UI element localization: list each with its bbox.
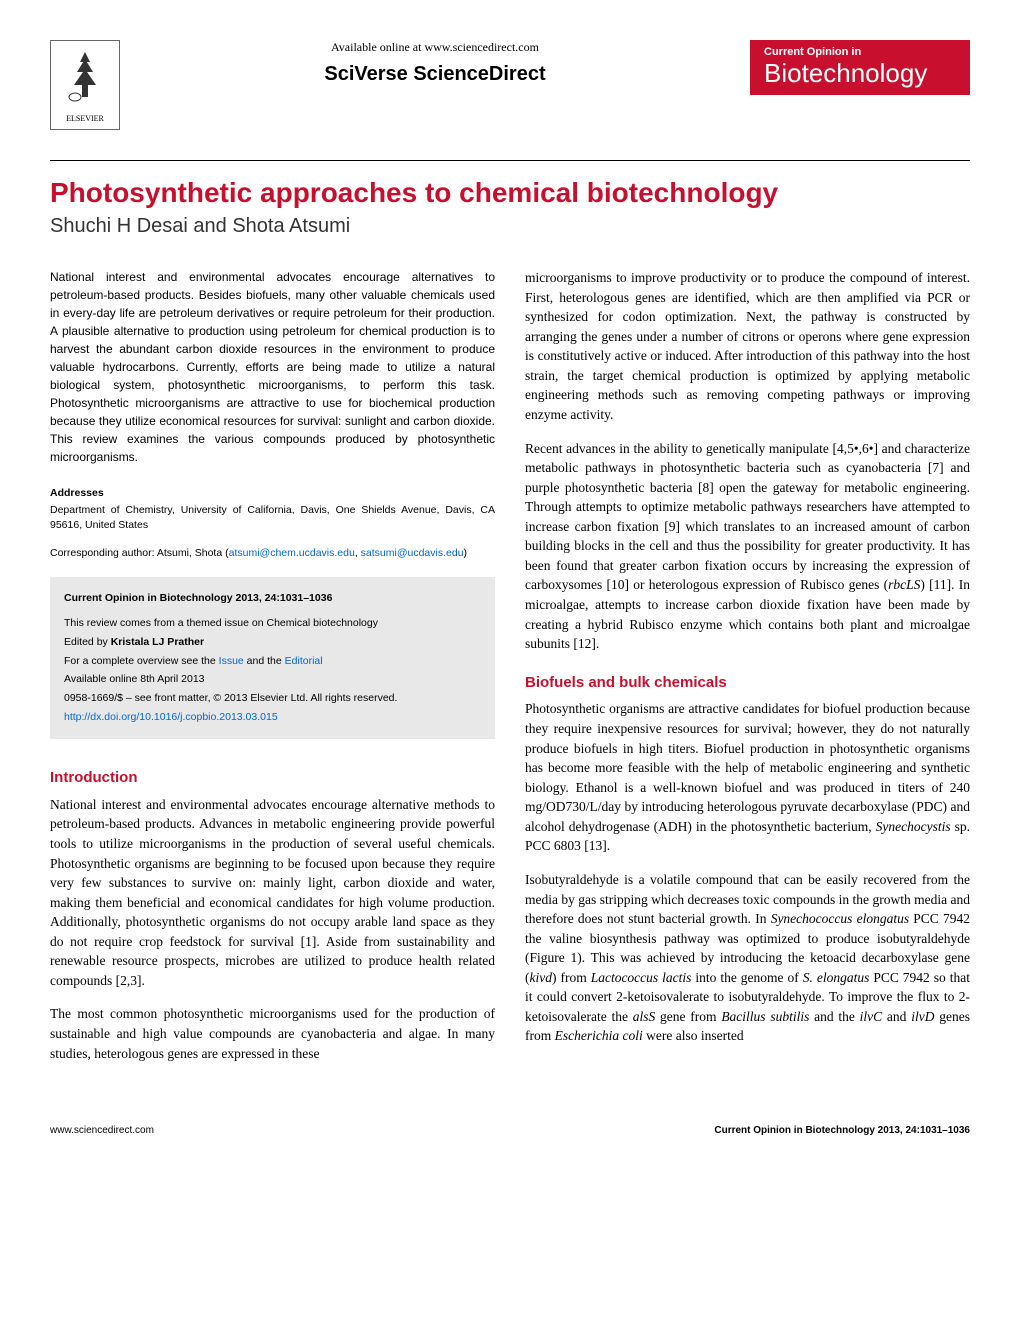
page-header: ELSEVIER Available online at www.science… (50, 40, 970, 130)
elsevier-tree-icon (60, 47, 110, 114)
intro-paragraph-2: The most common photosynthetic microorga… (50, 1004, 495, 1063)
corresponding-label: Corresponding author: Atsumi, Shota ( (50, 547, 229, 559)
col2-paragraph-1: microorganisms to improve productivity o… (525, 268, 970, 425)
footer-right: Current Opinion in Biotechnology 2013, 2… (714, 1125, 970, 1136)
infobox-citation-text: Current Opinion in Biotechnology 2013, 2… (64, 592, 332, 604)
section-heading-introduction: Introduction (50, 767, 495, 789)
infobox-issn-copyright: 0958-1669/$ – see front matter, © 2013 E… (64, 689, 481, 708)
gene-alsS: alsS (633, 1009, 656, 1024)
species-b-subtilis: Bacillus subtilis (721, 1009, 809, 1024)
available-online-text: Available online at www.sciencedirect.co… (140, 40, 730, 55)
footer-left: www.sciencedirect.com (50, 1125, 154, 1136)
species-s-elongatus-2: S. elongatus (803, 970, 870, 985)
sciverse-brand: SciVerse ScienceDirect (140, 63, 730, 86)
infobox-editor-name: Kristala LJ Prather (111, 636, 204, 648)
biofuels-p2-text-f: gene from (655, 1009, 721, 1024)
species-e-coli: Escherichia coli (555, 1028, 643, 1043)
gene-ilvC: ilvC (860, 1009, 883, 1024)
infobox-overview: For a complete overview see the Issue an… (64, 652, 481, 671)
gene-ilvD: ilvD (911, 1009, 934, 1024)
addresses-heading: Addresses (50, 486, 495, 501)
elsevier-label: ELSEVIER (66, 114, 104, 123)
infobox-overview-middle: and the (244, 655, 285, 667)
species-l-lactis: Lactococcus lactis (591, 970, 692, 985)
corresponding-close: ) (464, 547, 468, 559)
section-heading-biofuels: Biofuels and bulk chemicals (525, 672, 970, 694)
gene-kivd: kivd (530, 970, 553, 985)
footer-right-text: Current Opinion in Biotechnology 2013, 2… (714, 1125, 970, 1136)
infobox-available-date: Available online 8th April 2013 (64, 670, 481, 689)
title-block: Photosynthetic approaches to chemical bi… (50, 160, 970, 238)
journal-badge-top: Current Opinion in (764, 46, 956, 58)
intro-paragraph-1: National interest and environmental advo… (50, 795, 495, 991)
abstract-text: National interest and environmental advo… (50, 268, 495, 466)
publication-info-box: Current Opinion in Biotechnology 2013, 2… (50, 577, 495, 739)
col2-paragraph-2: Recent advances in the ability to geneti… (525, 439, 970, 654)
article-title: Photosynthetic approaches to chemical bi… (50, 177, 970, 209)
infobox-edited-by: Edited by Kristala LJ Prather (64, 633, 481, 652)
page-footer: www.sciencedirect.com Current Opinion in… (50, 1117, 970, 1136)
infobox-doi-link[interactable]: http://dx.doi.org/10.1016/j.copbio.2013.… (64, 711, 278, 723)
corresponding-author: Corresponding author: Atsumi, Shota (ats… (50, 546, 495, 561)
gene-rbcLS: rbcLS (888, 577, 920, 592)
infobox-themed-text: This review comes from a themed issue on… (64, 617, 378, 629)
biofuels-p2-text-h: and (882, 1009, 911, 1024)
infobox-overview-prefix: For a complete overview see the (64, 655, 219, 667)
elsevier-logo: ELSEVIER (50, 40, 120, 130)
corresponding-email-1[interactable]: atsumi@chem.ucdavis.edu (229, 547, 355, 559)
article-authors: Shuchi H Desai and Shota Atsumi (50, 215, 970, 238)
col2-p2-text-a: Recent advances in the ability to geneti… (525, 441, 970, 593)
biofuels-p2-text-c: ) from (552, 970, 591, 985)
infobox-themed-issue: This review comes from a themed issue on… (64, 614, 481, 633)
biofuels-p2-text-d: into the genome of (691, 970, 802, 985)
two-column-layout: National interest and environmental advo… (50, 268, 970, 1077)
biofuels-paragraph-2: Isobutyraldehyde is a volatile compound … (525, 870, 970, 1046)
journal-badge: Current Opinion in Biotechnology (750, 40, 970, 95)
species-synechocystis: Synechocystis (876, 819, 951, 834)
corresponding-email-2[interactable]: satsumi@ucdavis.edu (361, 547, 464, 559)
infobox-doi: http://dx.doi.org/10.1016/j.copbio.2013.… (64, 708, 481, 727)
header-center: Available online at www.sciencedirect.co… (120, 40, 750, 86)
infobox-issue-link[interactable]: Issue (219, 655, 244, 667)
biofuels-p1-text-a: Photosynthetic organisms are attractive … (525, 701, 970, 833)
biofuels-p2-text-j: were also inserted (643, 1028, 744, 1043)
addresses-text: Department of Chemistry, University of C… (50, 503, 495, 533)
journal-badge-bottom: Biotechnology (764, 58, 956, 89)
left-column: National interest and environmental advo… (50, 268, 495, 1077)
infobox-citation: Current Opinion in Biotechnology 2013, 2… (64, 589, 481, 608)
species-s-elongatus: Synechococcus elongatus (771, 911, 909, 926)
infobox-edited-prefix: Edited by (64, 636, 111, 648)
biofuels-p2-text-g: and the (809, 1009, 859, 1024)
infobox-editorial-link[interactable]: Editorial (285, 655, 323, 667)
biofuels-paragraph-1: Photosynthetic organisms are attractive … (525, 699, 970, 856)
right-column: microorganisms to improve productivity o… (525, 268, 970, 1077)
